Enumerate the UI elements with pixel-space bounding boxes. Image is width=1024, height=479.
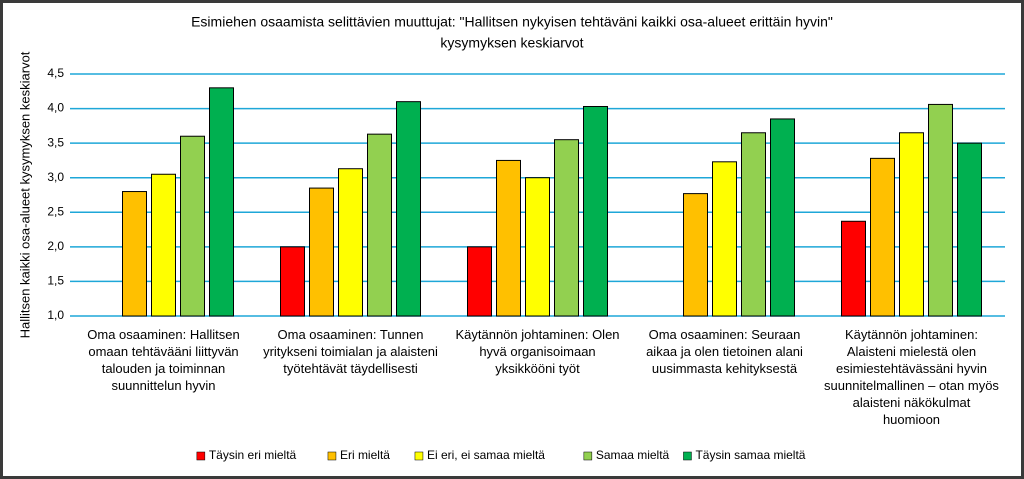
bar [957, 142, 982, 317]
bar [899, 132, 924, 317]
y-tick-label: 2,5 [47, 204, 64, 218]
bar [151, 173, 176, 317]
bar [280, 246, 305, 317]
bar [928, 103, 953, 317]
y-tick-label: 4,0 [47, 101, 64, 115]
legend-label: Samaa mieltä [596, 448, 670, 462]
y-tick-label: 1,5 [47, 274, 64, 288]
chart-title: kysymyksen keskiarvot [440, 35, 583, 51]
x-tick-label: Oma osaaminen: Tunnen yritykseni toimial… [263, 327, 438, 376]
bar [741, 132, 766, 317]
x-tick-label: Käytännön johtaminen: Olen hyvä organiso… [455, 327, 620, 376]
bar [525, 177, 550, 317]
bar [122, 191, 147, 317]
legend-swatch [196, 451, 206, 461]
legend-label: Täysin eri mieltä [209, 448, 297, 462]
bar [583, 105, 608, 317]
x-tick-label: Oma osaaminen: Seuraan aikaa ja olen tie… [646, 327, 803, 376]
chart-title: Esimiehen osaamista selittävien muuttuja… [191, 14, 833, 30]
y-tick-label: 1,0 [47, 308, 64, 322]
bar [338, 168, 363, 317]
bar [180, 135, 205, 317]
y-tick-label: 3,0 [47, 170, 64, 184]
y-tick-label: 3,5 [47, 135, 64, 149]
bar [309, 187, 334, 317]
legend-label: Ei eri, ei samaa mieltä [427, 448, 545, 462]
y-axis-label: Hallitsen kaikki osa-alueet kysymyksen k… [17, 51, 32, 338]
legend-label: Täysin samaa mieltä [695, 448, 805, 462]
bar [554, 139, 579, 317]
y-tick-label: 2,0 [47, 239, 64, 253]
legend-label: Eri mieltä [340, 448, 390, 462]
bar [870, 157, 895, 317]
legend-swatch [583, 451, 593, 461]
y-tick-label: 4,5 [47, 66, 64, 80]
x-tick-label: Oma osaaminen: Hallitsen omaan tehtävään… [87, 327, 240, 393]
bar [367, 133, 392, 317]
x-tick-label: Käytännön johtaminen: Alaisteni mielestä… [824, 327, 999, 427]
bar [467, 246, 492, 317]
legend-swatch [414, 451, 424, 461]
bar [841, 220, 866, 317]
bar [683, 193, 708, 317]
bar [496, 159, 521, 317]
legend-swatch [683, 451, 692, 461]
legend-swatch [327, 451, 337, 461]
bar [770, 118, 795, 317]
bar [396, 101, 421, 317]
bar [712, 161, 737, 317]
bar [209, 87, 234, 317]
